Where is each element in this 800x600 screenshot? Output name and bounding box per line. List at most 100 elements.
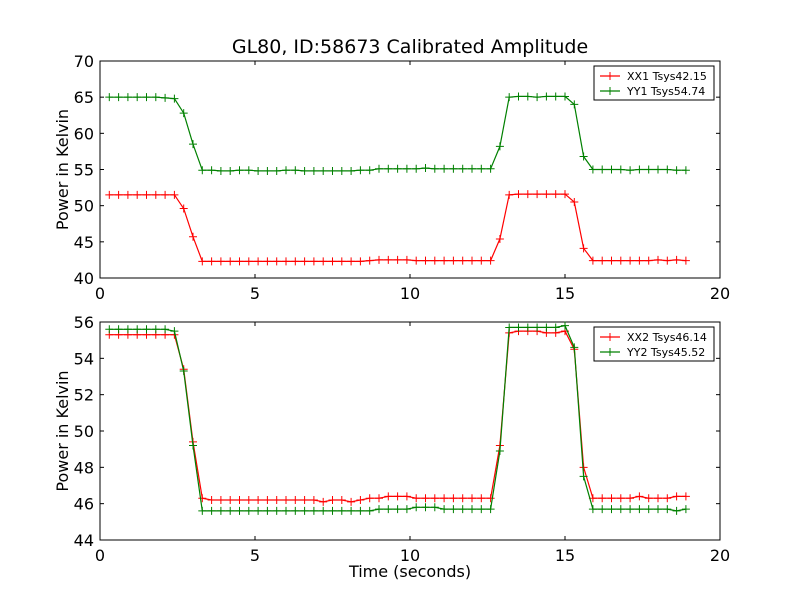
data-point-marker: [309, 166, 318, 175]
data-point-marker: [644, 494, 653, 503]
data-point-marker: [114, 325, 123, 334]
data-point-marker: [114, 190, 123, 199]
data-point-marker: [226, 257, 235, 266]
data-point-marker: [142, 325, 151, 334]
data-point-marker: [300, 257, 309, 266]
data-point-marker: [198, 166, 207, 175]
data-point-marker: [105, 325, 114, 334]
data-point-marker: [291, 506, 300, 515]
data-point-marker: [421, 256, 430, 265]
data-point-marker: [235, 506, 244, 515]
data-point-marker: [384, 492, 393, 501]
data-point-marker: [458, 494, 467, 503]
data-point-marker: [654, 505, 662, 514]
series-1: [105, 327, 690, 506]
data-point-marker: [123, 190, 132, 199]
data-point-marker: [607, 505, 616, 514]
data-point-marker: [681, 492, 690, 501]
data-point-marker: [105, 93, 114, 102]
x-tick-label: 5: [250, 284, 260, 303]
data-point-marker: [189, 140, 197, 149]
data-point-marker: [542, 323, 551, 332]
x-tick-label: 15: [555, 546, 575, 565]
data-point-marker: [570, 343, 579, 352]
legend-swatch-marker: [606, 333, 614, 341]
legend: XX2 Tsys46.14 YY2 Tsys45.52: [593, 326, 715, 362]
data-point-marker: [598, 505, 607, 514]
data-point-marker: [216, 257, 225, 266]
x-tick-label: 10: [400, 546, 420, 565]
data-point-marker: [477, 164, 486, 173]
data-point-marker: [635, 505, 644, 514]
data-point-marker: [319, 166, 328, 175]
legend-swatch-marker: [606, 72, 614, 80]
data-point-marker: [598, 256, 607, 265]
data-point-marker: [263, 257, 272, 266]
data-point-marker: [142, 190, 151, 199]
data-point-marker: [542, 190, 551, 199]
data-point-marker: [151, 325, 160, 334]
data-point-marker: [654, 165, 662, 174]
series-2: [105, 92, 690, 175]
data-point-marker: [654, 494, 662, 503]
x-axis-label: Time (seconds): [348, 562, 471, 581]
x-tick-label: 20: [710, 546, 730, 565]
data-point-marker: [440, 494, 449, 503]
data-point-marker: [551, 323, 560, 332]
data-point-marker: [449, 256, 458, 265]
data-point-marker: [356, 506, 365, 515]
data-point-marker: [347, 257, 356, 266]
data-point-marker: [598, 494, 607, 503]
data-point-marker: [254, 496, 263, 505]
data-point-marker: [198, 494, 207, 503]
x-tick-label: 0: [95, 546, 105, 565]
data-point-marker: [263, 166, 272, 175]
data-point-marker: [161, 190, 170, 199]
data-point-marker: [347, 497, 356, 506]
data-point-marker: [356, 257, 365, 266]
data-point-marker: [430, 494, 439, 503]
data-point-marker: [579, 472, 588, 481]
y-tick-label: 46: [74, 495, 94, 514]
data-point-marker: [412, 503, 421, 512]
data-point-marker: [561, 190, 569, 199]
data-point-marker: [421, 494, 430, 503]
data-point-marker: [291, 166, 300, 175]
data-point-marker: [626, 494, 635, 503]
data-point-marker: [309, 257, 318, 266]
data-point-marker: [477, 256, 486, 265]
x-tick-label: 20: [710, 284, 730, 303]
y-tick-label: 56: [74, 313, 94, 332]
data-point-marker: [337, 166, 346, 175]
data-point-marker: [449, 505, 458, 514]
data-point-marker: [328, 166, 337, 175]
data-point-marker: [468, 494, 476, 503]
series-2: [105, 321, 690, 515]
data-point-marker: [486, 256, 495, 265]
data-point-marker: [198, 506, 207, 515]
data-point-marker: [282, 496, 290, 505]
data-point-marker: [654, 255, 662, 264]
data-point-marker: [430, 256, 439, 265]
x-tick-label: 5: [250, 546, 260, 565]
legend-label: YY1 Tsys54.74: [626, 85, 705, 98]
data-point-marker: [412, 494, 421, 503]
data-point-marker: [216, 166, 225, 175]
data-point-marker: [663, 256, 672, 265]
x-tick-label: 10: [400, 284, 420, 303]
data-point-marker: [235, 257, 244, 266]
data-point-marker: [672, 166, 681, 175]
data-point-marker: [672, 255, 681, 264]
data-point-marker: [468, 256, 476, 265]
y-tick-label: 48: [74, 458, 94, 477]
data-point-marker: [337, 257, 346, 266]
y-tick-label: 44: [74, 531, 94, 550]
data-point-marker: [254, 166, 263, 175]
data-point-marker: [207, 257, 216, 266]
data-point-marker: [588, 165, 597, 174]
data-point-marker: [402, 164, 411, 173]
data-point-marker: [514, 92, 523, 101]
data-point-marker: [607, 494, 616, 503]
